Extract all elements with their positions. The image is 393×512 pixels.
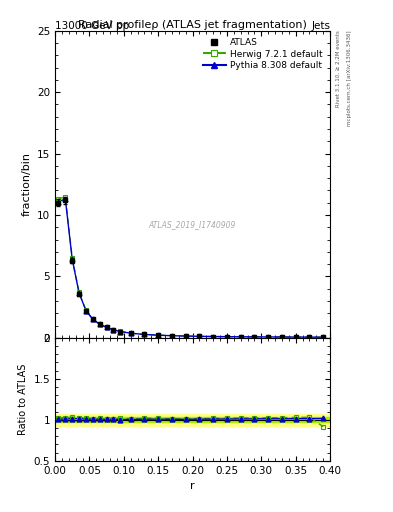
Bar — [55, 414, 330, 425]
Text: 13000 GeV pp: 13000 GeV pp — [55, 20, 129, 31]
Y-axis label: fraction/bin: fraction/bin — [21, 153, 31, 217]
Bar — [55, 417, 330, 422]
Text: mcplots.cern.ch [arXiv:1306.3436]: mcplots.cern.ch [arXiv:1306.3436] — [347, 31, 352, 126]
Y-axis label: Ratio to ATLAS: Ratio to ATLAS — [18, 364, 28, 435]
Text: ATLAS_2019_I1740909: ATLAS_2019_I1740909 — [149, 220, 236, 229]
Legend: ATLAS, Herwig 7.2.1 default, Pythia 8.308 default: ATLAS, Herwig 7.2.1 default, Pythia 8.30… — [200, 35, 326, 73]
Text: Jets: Jets — [311, 20, 330, 31]
Text: Rivet 3.1.10, ≥ 2.2M events: Rivet 3.1.10, ≥ 2.2M events — [336, 31, 341, 108]
Title: Radial profileρ (ATLAS jet fragmentation): Radial profileρ (ATLAS jet fragmentation… — [78, 20, 307, 30]
X-axis label: r: r — [190, 481, 195, 491]
